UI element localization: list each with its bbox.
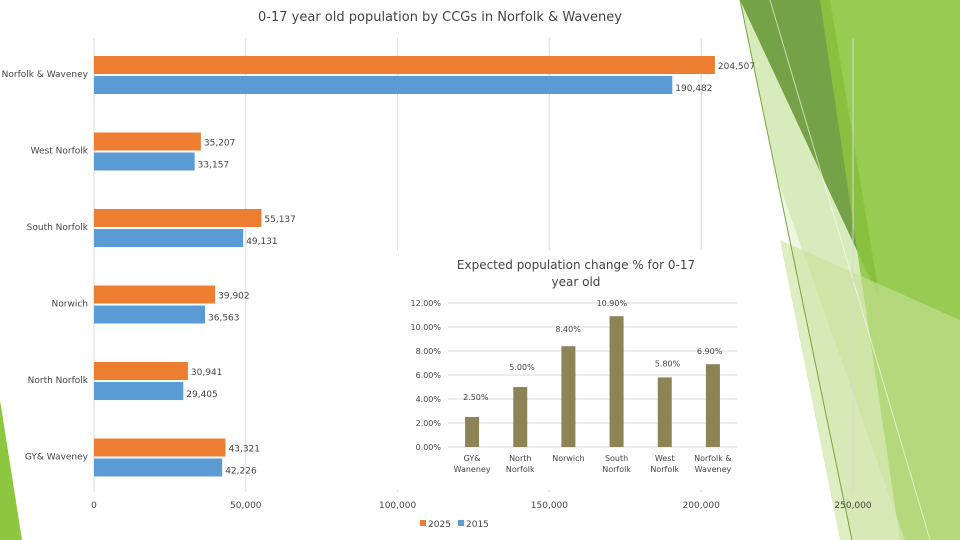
x-tick-label: 50,000 — [230, 501, 262, 511]
category-label: South Norfolk — [27, 223, 89, 233]
data-label-2015: 36,563 — [208, 314, 240, 324]
data-labels: 204,507 190,482 35,207 33,157 55,137 49,131 39… — [186, 62, 755, 477]
data-label-2025: 55,137 — [264, 215, 296, 225]
bar-2015 — [94, 76, 673, 94]
data-label-2025: 43,321 — [229, 445, 261, 455]
bar — [705, 364, 720, 447]
inset-title-line-1: Expected population change % for 0-17 — [457, 258, 695, 272]
x-tick-labels: 0 50,000 100,000 150,000 200,000 250,000 — [91, 501, 872, 511]
data-label: 2.50% — [463, 393, 489, 402]
deco-facet-2 — [740, 0, 880, 300]
x-tick-label: 150,000 — [531, 501, 568, 511]
bar-2025 — [94, 209, 262, 227]
deco-line-1 — [739, 0, 853, 540]
data-label-2025: 204,507 — [718, 62, 755, 72]
y-tick-label: 0.00% — [416, 443, 442, 452]
category-label: Norfolk — [506, 465, 535, 474]
data-label-2025: 30,941 — [191, 368, 223, 378]
bar-2015 — [94, 458, 223, 477]
category-label: Norfolk & — [694, 454, 732, 463]
data-labels: 2.50% 5.00% 8.40% 10.90% 5.80% 6.90% — [463, 299, 723, 402]
data-label: 8.40% — [555, 325, 581, 334]
category-label: GY& Waveney — [25, 453, 89, 463]
bar — [513, 387, 528, 447]
x-tick-label: 0 — [91, 501, 97, 511]
x-tick-label: 250,000 — [834, 501, 871, 511]
y-tick-label: 2.00% — [416, 419, 442, 428]
category-label: Waveney — [695, 465, 732, 474]
category-label: South — [605, 454, 628, 463]
bar-2015 — [94, 382, 184, 400]
category-label: North — [509, 454, 531, 463]
legend-swatch-2015 — [458, 520, 464, 526]
data-label-2025: 39,902 — [218, 292, 250, 302]
category-labels: Norfolk & Waveney West Norfolk South Norfo… — [2, 70, 89, 463]
legend-label-2025: 2025 — [428, 520, 451, 530]
legend: 2025 2015 — [420, 520, 489, 530]
data-label: 5.80% — [655, 359, 681, 368]
bar-2025 — [94, 132, 201, 151]
data-label-2015: 49,131 — [246, 237, 278, 247]
inset-chart-background — [380, 250, 740, 490]
bar-2015 — [94, 305, 206, 324]
bar-2025 — [94, 285, 216, 304]
bar-2025 — [94, 362, 188, 380]
x-tick-label: 100,000 — [379, 501, 416, 511]
data-label-2015: 190,482 — [675, 84, 712, 94]
y-tick-labels: 0.00% 2.00% 4.00% 6.00% 8.00% 10.00% 12.00% — [410, 299, 441, 452]
inset-title-line-2: year old — [552, 275, 601, 289]
y-tick-label: 8.00% — [416, 347, 442, 356]
data-label-2015: 42,226 — [225, 467, 257, 477]
category-label: West Norfolk — [31, 147, 89, 157]
bar-2025 — [94, 56, 715, 74]
bar — [657, 377, 672, 447]
percent-change-chart: Expected population change % for 0-17 ye… — [380, 250, 740, 490]
x-tick-label: 200,000 — [683, 501, 720, 511]
legend-label-2015: 2015 — [466, 520, 489, 530]
deco-facet-5 — [780, 240, 960, 540]
y-tick-label: 6.00% — [416, 371, 442, 380]
category-label: North Norfolk — [28, 376, 89, 386]
y-tick-label: 12.00% — [410, 299, 441, 308]
data-label: 6.90% — [697, 347, 723, 356]
bar — [465, 417, 480, 447]
category-label: Norfolk & Waveney — [2, 70, 89, 80]
data-label-2025: 35,207 — [204, 139, 236, 149]
deco-line-2 — [769, 0, 931, 540]
legend-swatch-2025 — [420, 520, 426, 526]
category-label: Norfolk — [602, 465, 631, 474]
deco-facet-left — [0, 400, 22, 540]
data-label: 10.90% — [597, 299, 628, 308]
category-label: Waneney — [454, 465, 491, 474]
bar-2025 — [94, 438, 226, 457]
data-label-2015: 29,405 — [186, 390, 218, 400]
bars — [94, 56, 715, 477]
category-labels: GY&Waneney North Norfolk Norwich South Norfol… — [454, 454, 732, 474]
bars — [465, 316, 720, 447]
y-tick-label: 10.00% — [410, 323, 441, 332]
bar — [561, 346, 576, 447]
bar-2015 — [94, 152, 195, 171]
category-label: Norfolk — [650, 465, 679, 474]
bar — [609, 316, 624, 447]
chart-title: 0-17 year old population by CCGs in Norf… — [258, 10, 622, 25]
category-label: GY& — [464, 454, 481, 463]
category-label: West — [655, 454, 675, 463]
category-label: Norwich — [52, 300, 88, 310]
y-tick-label: 4.00% — [416, 395, 442, 404]
data-label-2015: 33,157 — [198, 161, 230, 171]
y-gridlines — [448, 302, 737, 448]
bar-2015 — [94, 229, 244, 247]
data-label: 5.00% — [509, 363, 535, 372]
category-label: Norwich — [552, 454, 584, 463]
